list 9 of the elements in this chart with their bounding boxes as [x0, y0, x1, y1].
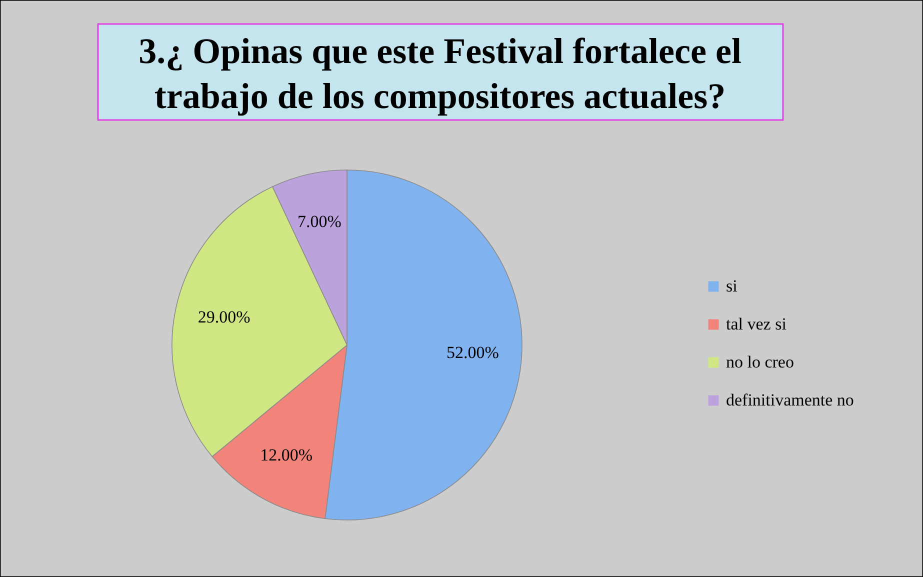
- legend-label: definitivamente no: [726, 390, 854, 410]
- data-label: 12.00%: [260, 445, 313, 464]
- data-label: 52.00%: [446, 342, 499, 362]
- data-label: 29.00%: [198, 308, 250, 327]
- legend-label: si: [726, 276, 738, 296]
- chart-title: 3.¿ Opinas que este Festival fortalece el trabajo de los compositores actuales?: [138, 31, 742, 116]
- legend-label: no lo creo: [726, 352, 794, 372]
- legend-label: tal vez si: [726, 314, 787, 334]
- data-label: 7.00%: [298, 212, 342, 232]
